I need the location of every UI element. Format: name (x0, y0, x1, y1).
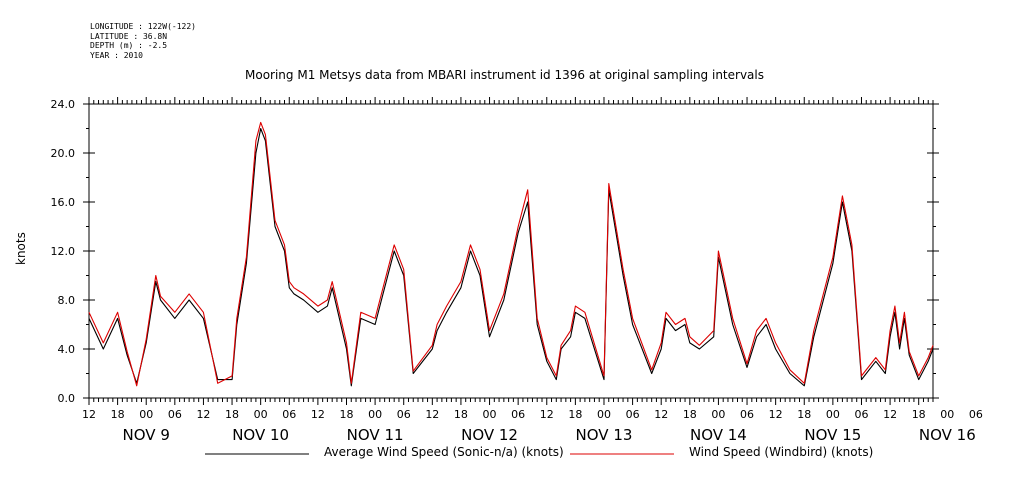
chart-title: Mooring M1 Metsys data from MBARI instru… (245, 68, 764, 82)
year-text: YEAR : 2010 (90, 50, 143, 60)
x-hour-label: 18 (797, 408, 811, 421)
x-hour-label: 12 (654, 408, 668, 421)
legend-line-average (205, 453, 309, 455)
series-line-average (88, 127, 934, 387)
x-hour-label: 00 (483, 408, 497, 421)
x-hour-label: 06 (511, 408, 525, 421)
longitude-text: LONGITUDE : 122W(-122) (90, 22, 196, 31)
header-meta: LONGITUDE : 122W(-122) (90, 22, 196, 32)
x-date-label: NOV 10 (232, 426, 289, 444)
y-tick-label: 0.0 (58, 392, 76, 405)
x-hour-label: 00 (597, 408, 611, 421)
x-hour-label: 18 (912, 408, 926, 421)
x-hour-label: 12 (82, 408, 96, 421)
x-date-label: NOV 15 (804, 426, 861, 444)
x-hour-label: 18 (683, 408, 697, 421)
x-hour-label: 18 (111, 408, 125, 421)
x-date-label: NOV 16 (919, 426, 976, 444)
x-date-label: NOV 12 (461, 426, 518, 444)
x-hour-label: 18 (454, 408, 468, 421)
x-hour-label: 18 (339, 408, 353, 421)
x-hour-label: 00 (254, 408, 268, 421)
series-line-windbird (88, 121, 934, 387)
x-date-label: NOV 14 (690, 426, 747, 444)
y-tick-label: 8.0 (58, 294, 76, 307)
y-tick-label: 20.0 (51, 147, 76, 160)
header-meta-year: YEAR : 2010 (90, 51, 143, 61)
x-hour-label: 00 (139, 408, 153, 421)
plot-frame (88, 103, 934, 399)
x-hour-label: 12 (540, 408, 554, 421)
x-hour-label: 12 (883, 408, 897, 421)
x-hour-label: 06 (740, 408, 754, 421)
header-meta-lat: LATITUDE : 36.8N (90, 32, 167, 42)
x-hour-label: 06 (626, 408, 640, 421)
x-hour-label: 00 (368, 408, 382, 421)
x-hour-label: 12 (425, 408, 439, 421)
y-tick-label: 24.0 (51, 98, 76, 111)
x-hour-label: 06 (282, 408, 296, 421)
x-hour-label: 06 (854, 408, 868, 421)
y-tick-label: 16.0 (51, 196, 76, 209)
legend-label-windbird: Wind Speed (Windbird) (knots) (689, 445, 874, 459)
x-hour-label: 00 (711, 408, 725, 421)
x-hour-label: 06 (168, 408, 182, 421)
x-hour-label: 00 (940, 408, 954, 421)
legend-label-average: Average Wind Speed (Sonic-n/a) (knots) (324, 445, 564, 459)
legend-line-windbird (570, 453, 674, 455)
x-hour-label: 12 (311, 408, 325, 421)
y-tick-label: 12.0 (51, 245, 76, 258)
x-hour-label: 06 (969, 408, 983, 421)
x-date-label: NOV 13 (576, 426, 633, 444)
x-hour-label: 06 (397, 408, 411, 421)
x-hour-label: 18 (225, 408, 239, 421)
x-hour-label: 18 (568, 408, 582, 421)
x-date-label: NOV 9 (123, 426, 170, 444)
x-hour-label: 12 (196, 408, 210, 421)
x-date-label: NOV 11 (347, 426, 404, 444)
x-hour-label: 00 (826, 408, 840, 421)
latitude-text: LATITUDE : 36.8N (90, 31, 168, 41)
header-meta-depth: DEPTH (m) : -2.5 (90, 41, 167, 51)
y-tick-label: 4.0 (58, 343, 76, 356)
x-hour-label: 12 (769, 408, 783, 421)
depth-text: DEPTH (m) : -2.5 (90, 41, 168, 50)
